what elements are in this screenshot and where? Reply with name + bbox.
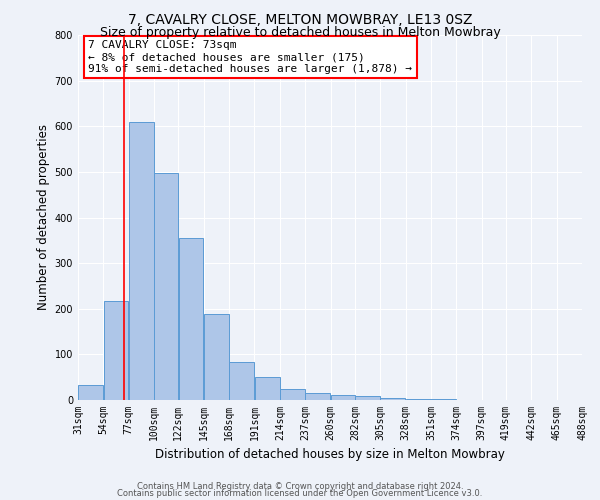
Text: 7 CAVALRY CLOSE: 73sqm
← 8% of detached houses are smaller (175)
91% of semi-det: 7 CAVALRY CLOSE: 73sqm ← 8% of detached …: [88, 40, 412, 74]
Text: Contains public sector information licensed under the Open Government Licence v3: Contains public sector information licen…: [118, 489, 482, 498]
Bar: [78, 385, 103, 400]
Bar: [280, 389, 305, 400]
Bar: [331, 396, 355, 400]
Bar: [129, 122, 154, 400]
Bar: [380, 398, 405, 400]
Bar: [229, 362, 254, 400]
X-axis label: Distribution of detached houses by size in Melton Mowbray: Distribution of detached houses by size …: [155, 448, 505, 462]
Text: Contains HM Land Registry data © Crown copyright and database right 2024.: Contains HM Land Registry data © Crown c…: [137, 482, 463, 491]
Bar: [154, 173, 178, 400]
Bar: [204, 314, 229, 400]
Text: 7, CAVALRY CLOSE, MELTON MOWBRAY, LE13 0SZ: 7, CAVALRY CLOSE, MELTON MOWBRAY, LE13 0…: [128, 12, 472, 26]
Bar: [104, 300, 128, 400]
Bar: [355, 396, 380, 400]
Bar: [305, 393, 330, 400]
Bar: [406, 398, 431, 400]
Bar: [431, 399, 456, 400]
Bar: [179, 238, 203, 400]
Bar: [255, 377, 280, 400]
Text: Size of property relative to detached houses in Melton Mowbray: Size of property relative to detached ho…: [100, 26, 500, 39]
Y-axis label: Number of detached properties: Number of detached properties: [37, 124, 50, 310]
